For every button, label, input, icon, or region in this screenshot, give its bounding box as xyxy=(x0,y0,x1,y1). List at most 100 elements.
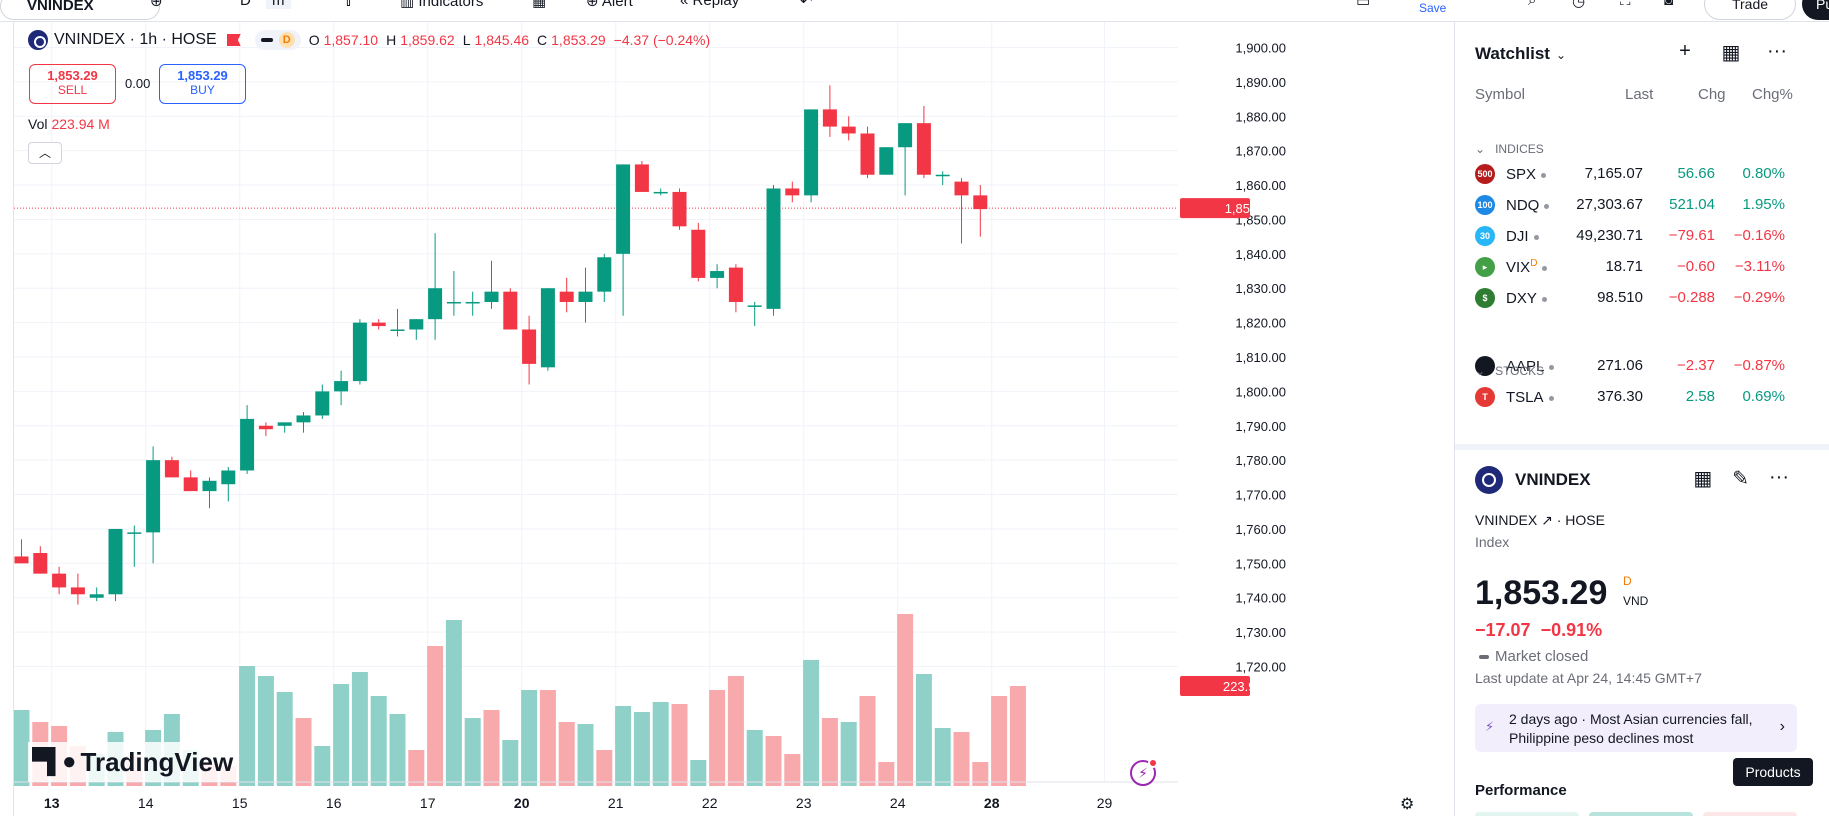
chart-type-icon[interactable]: ⫾ xyxy=(346,0,351,9)
section-stocks[interactable]: ⌄ STOCKS xyxy=(1475,364,1545,378)
chevron-down-icon: ⌄ xyxy=(1555,48,1566,62)
fullscreen-icon[interactable]: ⛶ xyxy=(1620,0,1631,9)
save-label[interactable]: Save xyxy=(1419,1,1447,15)
details-sub-symbol[interactable]: VNINDEX xyxy=(1475,512,1538,528)
sell-button[interactable]: 1,853.29 SELL xyxy=(29,64,116,104)
performance-chip[interactable] xyxy=(1703,812,1797,816)
volume-bar xyxy=(558,722,575,786)
watchlist-last: 271.06 xyxy=(1597,357,1643,374)
volume-value: 223.94 M xyxy=(51,116,110,132)
details-change-pct: −0.91% xyxy=(1540,620,1603,640)
volume-tag xyxy=(1180,676,1250,696)
alerts-icon[interactable]: ◷ xyxy=(1572,0,1586,10)
add-symbol-icon[interactable]: + xyxy=(1679,40,1691,62)
volume-bar xyxy=(539,690,556,786)
chart-pane[interactable]: 1,900.00 1,890.00 1,880.00 1,870.00 1,860.00… xyxy=(14,22,1448,816)
price-tick-label: 1,740.00 xyxy=(1235,591,1286,606)
col-last[interactable]: Last xyxy=(1625,86,1654,103)
section-indices[interactable]: ⌄ INDICES xyxy=(1475,142,1544,156)
candle-body xyxy=(352,322,367,382)
col-symbol[interactable]: Symbol xyxy=(1475,86,1526,103)
drawing-toolbar-edge xyxy=(0,22,14,816)
tradingview-logo[interactable]: ▀▌● TradingView xyxy=(28,742,238,782)
flash-icon[interactable]: ⚡ xyxy=(1130,758,1158,786)
tsla-logo-icon: T xyxy=(1475,387,1495,407)
status-dot xyxy=(1533,234,1539,240)
status-dot xyxy=(1541,172,1547,178)
layout-menu-icon[interactable]: ▭ xyxy=(1356,0,1371,10)
watchlist-row-dxy[interactable]: $ DXY 98.510 −0.288 −0.29% xyxy=(1455,282,1795,312)
market-status-pill[interactable]: D xyxy=(254,30,301,50)
last-price-label: 1,853.29 xyxy=(1225,201,1276,216)
watchlist-chg: 2.58 xyxy=(1685,388,1715,405)
watchlist-row-spx[interactable]: 500 SPX 7,165.07 56.66 0.80% xyxy=(1455,158,1795,188)
dxy-logo-icon: $ xyxy=(1475,288,1495,308)
candle-body xyxy=(841,126,856,134)
watchlist-row-tsla[interactable]: T TSLA 376.30 2.58 0.69% xyxy=(1455,381,1795,411)
interval-d-button[interactable]: D xyxy=(240,0,251,9)
volume-bar xyxy=(897,614,914,786)
col-chgp[interactable]: Chg% xyxy=(1752,86,1793,103)
volume-bar xyxy=(690,760,707,786)
watchlist-row-aapl[interactable]: AAPL 271.06 −2.37 −0.87% xyxy=(1455,350,1795,380)
watchlist-title[interactable]: Watchlist ⌄ xyxy=(1475,44,1566,63)
external-link-icon[interactable]: ↗ xyxy=(1541,512,1553,528)
price-tick-label: 1,790.00 xyxy=(1235,419,1286,434)
volume-bar xyxy=(427,646,444,786)
details-subtitle: VNINDEX ↗ · HOSE xyxy=(1475,512,1605,529)
gear-icon[interactable]: ⚙ xyxy=(1400,796,1415,813)
watchlist-row-ndq[interactable]: 100 NDQ 27,303.67 521.04 1.95% xyxy=(1455,189,1795,219)
watchlist-chgp: 0.80% xyxy=(1742,165,1785,182)
more-icon[interactable]: ··· xyxy=(1767,40,1787,62)
time-tick-label: 17 xyxy=(420,795,436,811)
delayed-badge: D xyxy=(1623,574,1632,588)
alert-button[interactable]: ⊕ Alert xyxy=(586,0,633,10)
undo-icon[interactable]: ↶ xyxy=(800,0,813,10)
news-card[interactable]: ⚡ 2 days ago · Most Asian currencies fal… xyxy=(1475,704,1797,752)
replay-button[interactable]: « Replay xyxy=(680,0,740,9)
candle-body xyxy=(710,271,725,278)
candle-body xyxy=(728,267,743,302)
candle-body xyxy=(559,291,574,302)
collapse-legend-button[interactable]: ︿ xyxy=(28,142,62,164)
buy-button[interactable]: 1,853.29 BUY xyxy=(159,64,246,104)
volume-bar xyxy=(521,690,538,786)
details-symbol-name[interactable]: VNINDEX xyxy=(1515,470,1591,489)
candle-body xyxy=(446,301,461,304)
flag-icon[interactable] xyxy=(226,34,241,46)
time-axis: 13 14 15 16 17 20 21 22 23 24 28 29 xyxy=(44,795,1113,811)
volume-legend[interactable]: Vol 223.94 M xyxy=(28,116,110,132)
trade-button[interactable]: Trade xyxy=(1704,0,1796,20)
volume-tag-label: 223.94 M xyxy=(1223,679,1277,694)
legend-title[interactable]: VNINDEX · 1h · HOSE xyxy=(54,31,217,48)
notification-dot xyxy=(1148,758,1158,768)
add-compare-icon[interactable]: ⊕ xyxy=(150,0,163,10)
search-icon[interactable]: ⌕ xyxy=(1528,0,1537,9)
tradingview-logo-text: TradingView xyxy=(80,746,234,777)
candlestick-chart[interactable]: 1,900.00 1,890.00 1,880.00 1,870.00 1,860.00… xyxy=(14,22,1448,816)
performance-chip[interactable] xyxy=(1589,812,1693,816)
more-icon[interactable]: ··· xyxy=(1769,466,1789,488)
watchlist-chg: 521.04 xyxy=(1669,196,1715,213)
sell-price: 1,853.29 xyxy=(47,68,98,83)
edit-icon[interactable]: ✎ xyxy=(1732,468,1750,490)
advanced-view-icon[interactable]: ▦ xyxy=(1721,42,1741,64)
layout-icon[interactable]: ▦ xyxy=(532,0,547,10)
chevron-up-icon: ︿ xyxy=(38,146,51,160)
candle-body xyxy=(672,191,687,227)
watchlist-row-dji[interactable]: 30 DJI 49,230.71 −79.61 −0.16% xyxy=(1455,220,1795,250)
volume-bar xyxy=(991,696,1008,786)
volume-bar xyxy=(746,730,763,786)
panel-divider[interactable] xyxy=(1455,444,1829,450)
performance-chip[interactable] xyxy=(1475,812,1579,816)
interval-m-button[interactable]: m xyxy=(266,0,291,9)
symbol-search-button[interactable]: VNINDEX xyxy=(0,0,160,20)
indicators-button[interactable]: ▥ Indicators xyxy=(400,0,484,10)
candle-body xyxy=(183,477,198,492)
camera-icon[interactable]: ◙ xyxy=(1664,0,1674,9)
grid-icon[interactable]: ▦ xyxy=(1693,468,1713,490)
watchlist-row-vix[interactable]: ▸ VIXD 18.71 −0.60 −3.11% xyxy=(1455,251,1795,281)
col-chg[interactable]: Chg xyxy=(1698,86,1726,103)
volume-bar xyxy=(953,732,970,786)
publish-button[interactable]: Pub xyxy=(1802,0,1829,20)
